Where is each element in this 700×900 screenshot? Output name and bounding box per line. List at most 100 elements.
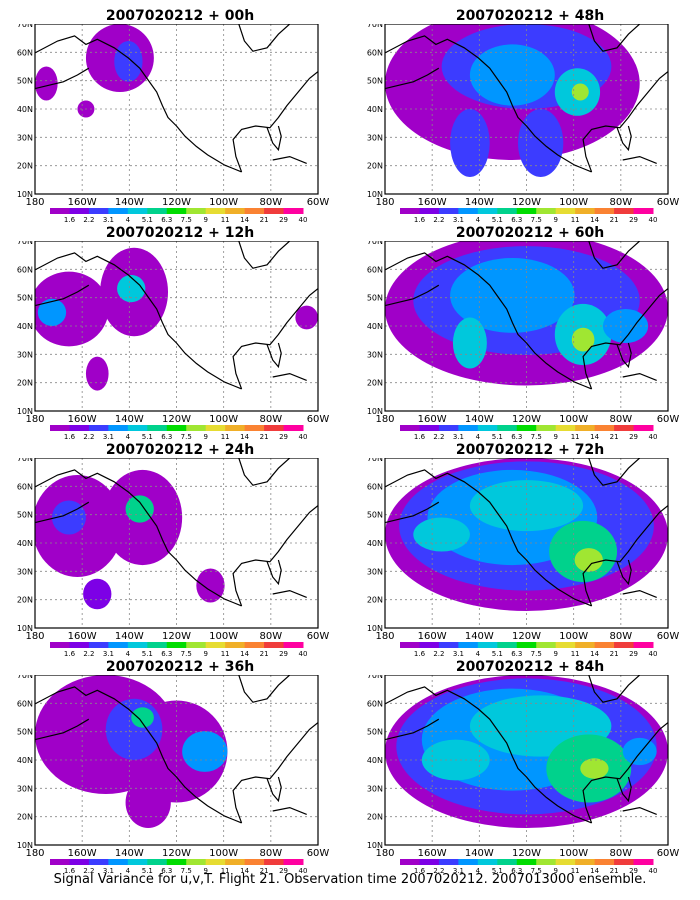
colorbar-label: 3.1 <box>103 650 114 658</box>
colorbar-label: 4 <box>126 433 131 441</box>
lon-tick-label: 120W <box>162 414 191 425</box>
colorbar-swatch <box>458 425 479 431</box>
colorbar-label: 2.2 <box>83 433 94 441</box>
colorbar-swatch <box>516 208 537 214</box>
lat-tick-label: 50N <box>17 294 33 303</box>
lon-tick-label: 180 <box>375 197 394 208</box>
colorbar-label: 9 <box>553 216 557 224</box>
lat-tick-label: 30N <box>17 133 33 142</box>
colorbar-label: 11 <box>571 650 580 658</box>
lat-tick-label: 50N <box>367 77 383 86</box>
colorbar-label: 11 <box>571 867 580 875</box>
colorbar-label: 1.6 <box>414 433 426 441</box>
colorbar-swatch <box>264 208 285 214</box>
colorbar-label: 2.2 <box>83 650 94 658</box>
colorbar-swatch <box>69 425 90 431</box>
colorbar-swatch <box>205 859 226 865</box>
colorbar-swatch <box>283 425 304 431</box>
colorbar-label: 40 <box>649 216 658 224</box>
colorbar-swatch <box>283 642 304 648</box>
colorbar-label: 5.1 <box>492 216 503 224</box>
panel-36h: 2007020212 + 36h 10N 20N 30N 40N 50N 60N 70N 18… <box>15 659 345 875</box>
colorbar-swatch <box>147 425 168 431</box>
colorbar-label: 29 <box>629 216 638 224</box>
colorbar-swatch <box>594 859 615 865</box>
lat-tick-label: 60N <box>367 265 383 274</box>
colorbar-label: 2.2 <box>83 867 94 875</box>
colorbar-label: 7.5 <box>181 433 192 441</box>
lat-tick-label: 50N <box>367 294 383 303</box>
variance-contour <box>452 317 487 369</box>
colorbar-swatch <box>225 642 246 648</box>
lat-tick-label: 60N <box>367 48 383 57</box>
colorbar-label: 14 <box>590 433 599 441</box>
colorbar-swatch <box>88 642 109 648</box>
panel-72h: 2007020212 + 72h 10N 20N 30N 40N 50N 60N 70N 18… <box>365 442 695 658</box>
map-plot: 10N 20N 30N 40N 50N 60N 70N 180 160W 140W 120W 100W… <box>367 458 679 658</box>
colorbar-swatch <box>614 208 635 214</box>
lon-tick-label: 160W <box>68 631 97 642</box>
grid <box>35 675 318 845</box>
variance-field <box>385 241 668 386</box>
lon-tick-label: 140W <box>115 848 144 859</box>
colorbar-swatch <box>400 642 420 648</box>
colorbar-swatch <box>438 425 459 431</box>
lat-tick-label: 10N <box>367 407 383 416</box>
variance-contour <box>413 517 470 552</box>
colorbar-label: 11 <box>221 867 230 875</box>
colorbar-swatch <box>127 208 148 214</box>
lat-tick-label: 60N <box>17 482 33 491</box>
colorbar-label: 2.2 <box>83 216 94 224</box>
lon-tick-label: 80W <box>260 414 283 425</box>
map-plot: 10N 20N 30N 40N 50N 60N 70N 180 160W 140W 120W 100W… <box>17 675 329 875</box>
lat-tick-label: 70N <box>367 24 383 29</box>
colorbar-label: 7.5 <box>181 867 192 875</box>
colorbar-swatch <box>166 859 187 865</box>
map-frame <box>34 458 319 629</box>
colorbar-swatch <box>147 208 168 214</box>
lon-tick-label: 80W <box>610 848 633 859</box>
colorbar-label: 6.3 <box>511 216 522 224</box>
colorbar: 1.6 2.2 3.1 4 5.1 6.3 7.5 9 11 14 21 29 40 <box>400 208 657 224</box>
colorbar-label: 7.5 <box>531 216 542 224</box>
panel-title: 2007020212 + 36h <box>105 659 255 675</box>
lat-tick-label: 10N <box>17 624 33 633</box>
lon-tick-label: 140W <box>115 631 144 642</box>
colorbar-label: 4 <box>126 650 131 658</box>
colorbar-swatch <box>225 208 246 214</box>
lon-tick-label: 120W <box>512 197 541 208</box>
colorbar-swatch <box>516 642 537 648</box>
variance-contour <box>35 66 58 101</box>
colorbar-label: 1.6 <box>414 867 426 875</box>
colorbar-swatch <box>594 642 615 648</box>
panel-title: 2007020212 + 24h <box>105 442 255 458</box>
colorbar-swatch <box>147 859 168 865</box>
colorbar-label: 40 <box>299 216 308 224</box>
lat-tick-label: 50N <box>367 511 383 520</box>
panel-title: 2007020212 + 60h <box>455 225 605 241</box>
lat-tick-label: 70N <box>367 458 383 463</box>
colorbar-swatch <box>516 425 537 431</box>
colorbar-swatch <box>536 425 557 431</box>
colorbar-label: 3.1 <box>103 867 114 875</box>
colorbar-swatch <box>536 642 557 648</box>
colorbar-swatch <box>50 425 70 431</box>
colorbar-label: 1.6 <box>64 433 76 441</box>
colorbar-label: 6.3 <box>511 867 522 875</box>
colorbar-swatch <box>186 208 207 214</box>
colorbar-label: 5.1 <box>142 216 153 224</box>
colorbar-label: 2.2 <box>433 216 444 224</box>
lon-tick-label: 80W <box>260 197 283 208</box>
panel-title: 2007020212 + 84h <box>455 659 605 675</box>
colorbar-swatch <box>50 859 70 865</box>
coastline <box>385 241 668 390</box>
colorbar-swatch <box>438 642 459 648</box>
variance-contour <box>571 327 595 352</box>
colorbar-label: 21 <box>610 433 619 441</box>
colorbar-swatch <box>108 642 129 648</box>
colorbar-swatch <box>458 859 479 865</box>
colorbar-label: 1.6 <box>64 867 76 875</box>
lat-tick-label: 70N <box>367 241 383 246</box>
colorbar-label: 29 <box>279 433 288 441</box>
colorbar-swatch <box>594 425 615 431</box>
